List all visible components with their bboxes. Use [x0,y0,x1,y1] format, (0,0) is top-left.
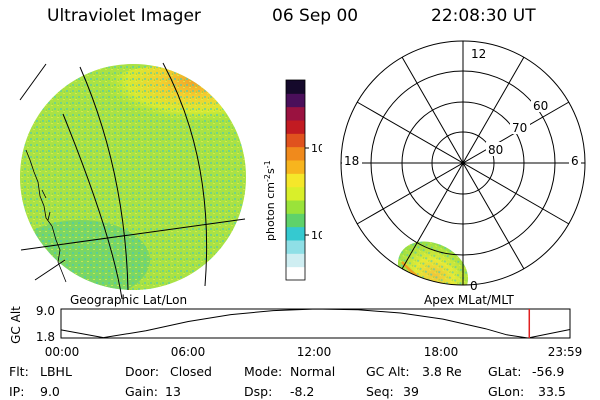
geo-coastline [25,149,67,283]
polar-plot: 60 70 80 12 18 6 0 [340,40,586,293]
dsp-label: Dsp: [244,384,273,399]
mode-value: Normal [290,364,336,379]
altitude-panel: Geographic Lat/Lon Apex MLat/MLT GC Alt … [9,293,583,359]
mode-label: Mode: [244,364,283,379]
colorbar-swatch [286,160,305,174]
glon-value: 33.5 [538,384,566,399]
seq-label: Seq: [366,384,394,399]
altitude-curve [60,308,571,339]
colorbar-swatch [286,186,305,201]
altitude-ytick-top: 9.0 [36,304,55,318]
colorbar: photon cm-2s-1 100 10 [263,79,322,281]
ip-label: IP: [9,384,25,399]
colorbar-swatch [286,226,305,241]
geographic-image-panel [19,62,246,300]
altitude-ytick-bottom: 1.8 [36,330,55,344]
altitude-xtick-1: 06:00 [171,345,206,359]
altitude-plot-frame [60,308,571,339]
mlt-label-0: 0 [470,279,478,293]
flt-value: LBHL [40,364,72,379]
geo-intensity-disk [20,64,246,290]
door-label: Door: [125,364,160,379]
colorbar-swatch [286,200,305,214]
gain-value: 13 [165,384,181,399]
mlt-label-18: 18 [344,154,359,168]
altitude-xtick-4: 23:59 [548,345,583,359]
glat-label: GLat: [488,364,522,379]
colorbar-swatch [286,240,305,254]
colorbar-swatch [286,213,305,228]
polar-caption: Apex MLat/MLT [424,293,514,307]
colorbar-swatch [286,120,305,134]
mlt-label-6: 6 [571,154,579,168]
polar-lat-label-70: 70 [512,121,527,135]
polar-grid [340,40,586,286]
gcalt-label: GC Alt: [366,364,410,379]
glat-value: -56.9 [532,364,565,379]
glon-label: GLon: [488,384,525,399]
gcalt-value: 3.8 Re [422,364,462,379]
flt-label: Flt: [9,364,29,379]
colorbar-swatches [286,80,305,281]
altitude-ylabel: GC Alt [9,306,23,344]
colorbar-swatch [286,133,305,148]
seq-value: 39 [403,384,419,399]
altitude-xtick-3: 18:00 [424,345,459,359]
ip-value: 9.0 [40,384,60,399]
colorbar-unit-label: photon cm-2s-1 [263,160,277,241]
colorbar-frame [285,79,306,281]
altitude-xtick-0: 00:00 [45,345,80,359]
door-value: Closed [170,364,212,379]
colorbar-swatch [286,173,305,188]
colorbar-swatch [286,93,305,108]
title-row: Ultraviolet Imager 06 Sep 00 22:08:30 UT [0,6,600,30]
polar-lat-label-60: 60 [533,99,548,113]
colorbar-swatch [286,266,305,281]
colorbar-swatch [286,146,305,161]
colorbar-swatch [286,253,305,268]
colorbar-swatch [286,80,305,94]
geo-caption: Geographic Lat/Lon [70,293,187,307]
polar-lat-label-80: 80 [488,143,503,157]
mlt-label-12: 12 [471,47,486,61]
date-text: 06 Sep 00 [272,6,359,26]
colorbar-swatch [286,106,305,121]
colorbar-label-100: 100 [311,142,322,155]
altitude-xtick-2: 12:00 [297,345,332,359]
instrument-title: Ultraviolet Imager [47,6,201,26]
colorbar-label-10: 10 [311,229,322,242]
gain-label: Gain: [125,384,158,399]
dsp-value: -8.2 [290,384,315,399]
time-text: 22:08:30 UT [431,6,536,26]
